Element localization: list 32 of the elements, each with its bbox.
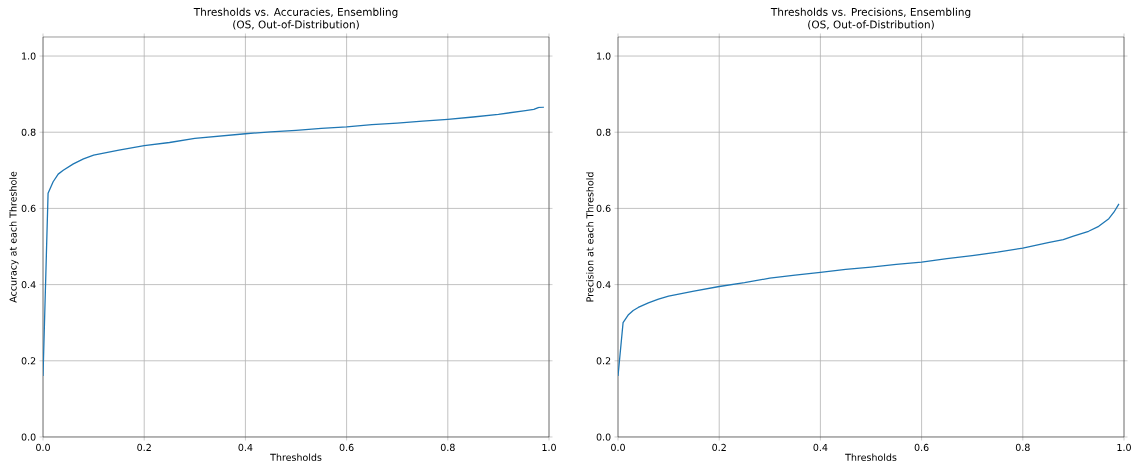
chart-subtitle: (OS, Out-of-Distribution) bbox=[808, 20, 934, 30]
y-tick-label: 0.4 bbox=[596, 281, 611, 289]
y-tick-label: 0.6 bbox=[596, 204, 611, 213]
y-tick-label: 0.2 bbox=[596, 357, 611, 365]
x-tick-label: 1.0 bbox=[1117, 443, 1131, 452]
y-tick-label: 1.0 bbox=[22, 52, 36, 60]
y-tick-label: 0.8 bbox=[21, 128, 36, 136]
y-axis-title: Precision at each Threshold bbox=[586, 172, 594, 302]
x-tick-label: 0.4 bbox=[238, 443, 253, 452]
y-tick-label: 0.2 bbox=[21, 357, 36, 365]
y-tick-label: 0.0 bbox=[21, 433, 36, 441]
x-axis-title: Thresholds bbox=[845, 453, 897, 461]
x-tick-label: 0.0 bbox=[36, 443, 50, 452]
x-tick-label: 0.8 bbox=[440, 443, 455, 452]
x-tick-label: 1.0 bbox=[542, 443, 556, 452]
x-tick-label: 0.6 bbox=[914, 443, 929, 452]
y-tick-label: 0.4 bbox=[21, 281, 36, 289]
y-tick-label: 0.6 bbox=[21, 204, 36, 213]
x-tick-label: 0.2 bbox=[712, 443, 726, 452]
y-tick-label: 0.0 bbox=[596, 433, 611, 441]
x-tick-label: 0.8 bbox=[1015, 443, 1030, 452]
chart-title: Thresholds vs. Precisions, Ensembling bbox=[770, 7, 971, 18]
x-tick-label: 0.6 bbox=[339, 443, 354, 452]
x-axis-title: Thresholds bbox=[270, 453, 322, 461]
y-tick-label: 0.8 bbox=[596, 128, 611, 136]
x-tick-label: 0.0 bbox=[611, 443, 625, 452]
chart-title: Thresholds vs. Accuracies, Ensembling bbox=[193, 7, 398, 18]
chart-subtitle: (OS, Out-of-Distribution) bbox=[233, 20, 359, 30]
x-tick-label: 0.2 bbox=[137, 443, 151, 452]
x-tick-label: 0.4 bbox=[813, 443, 828, 452]
y-tick-label: 1.0 bbox=[597, 52, 611, 60]
y-axis-title: Accuracy at each Threshole bbox=[9, 171, 19, 303]
